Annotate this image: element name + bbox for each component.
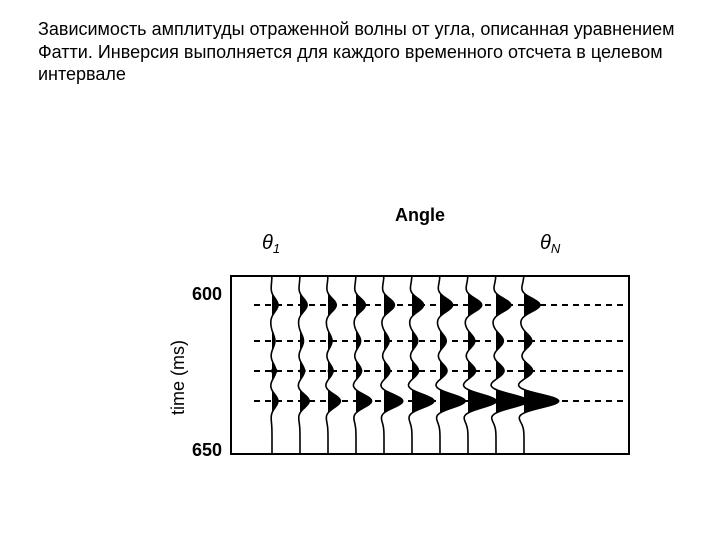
theta-1-symbol: θ: [262, 232, 273, 254]
y-axis-title: time (ms): [168, 340, 189, 415]
seismic-svg: [230, 275, 630, 455]
theta-1-sub: 1: [273, 241, 280, 256]
theta-N-label: θN: [540, 232, 560, 255]
y-tick-650: 650: [192, 440, 222, 461]
theta-1-label: θ1: [262, 232, 280, 255]
x-axis-title: Angle: [395, 205, 445, 226]
theta-N-symbol: θ: [540, 232, 551, 254]
caption-text: Зависимость амплитуды отраженной волны о…: [38, 18, 678, 86]
theta-N-sub: N: [551, 241, 560, 256]
y-tick-600: 600: [192, 284, 222, 305]
seismic-plot: [230, 275, 630, 455]
